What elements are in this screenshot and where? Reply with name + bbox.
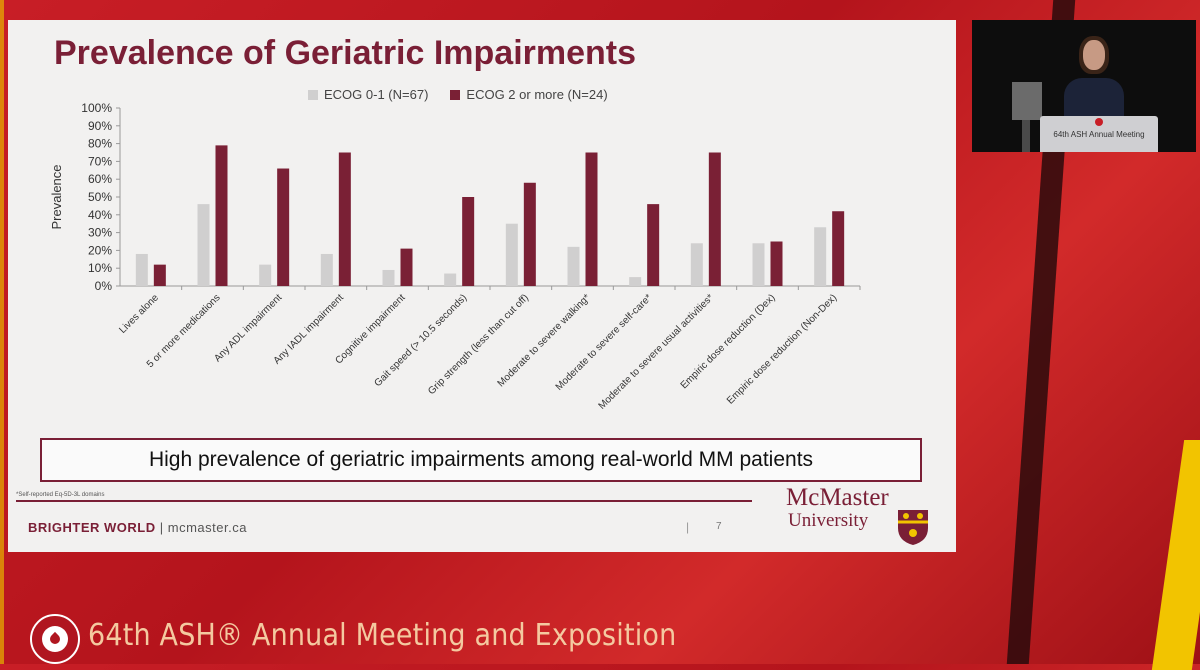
ash-seal-icon: [30, 614, 80, 664]
y-tick-label: 90%: [88, 119, 112, 133]
page-separator: |: [686, 520, 690, 534]
page-number: 7: [716, 521, 722, 532]
y-axis-title: Prevalence: [49, 164, 64, 229]
meeting-title: 64th ASH® Annual Meeting and Exposition: [88, 618, 677, 653]
legend-item-ecog2plus: ECOG 2 or more (N=24): [450, 87, 608, 102]
bar-ecog2plus: [153, 264, 166, 286]
presentation-slide: Prevalence of Geriatric Impairments ECOG…: [8, 20, 956, 552]
footer-separator: |: [159, 520, 164, 535]
key-message-box: High prevalence of geriatric impairments…: [40, 438, 922, 482]
key-message-text: High prevalence of geriatric impairments…: [148, 448, 814, 471]
bar-chart: 0% 10% 20% 30% 40% 50% 60% 70% 80% 90% 100% Prevale…: [49, 101, 861, 412]
bar-ecog2plus: [585, 152, 598, 286]
footer-brand-text: BRIGHTER WORLD: [28, 520, 156, 535]
university-crest-icon: [898, 510, 928, 545]
bar-ecog01: [505, 223, 518, 286]
bar-ecog2plus: [708, 152, 721, 286]
bar-ecog2plus: [523, 182, 536, 286]
bar-ecog01: [567, 246, 580, 286]
slide-title: Prevalence of Geriatric Impairments: [54, 34, 637, 72]
legend-label-ecog2plus: ECOG 2 or more (N=24): [466, 87, 608, 102]
bar-ecog01: [752, 243, 765, 286]
x-tick-label: Empiric dose reduction (Non-Dex): [725, 292, 839, 406]
monitor: [1012, 82, 1042, 120]
chart-legend: ECOG 0-1 (N=67) ECOG 2 or more (N=24): [308, 87, 608, 102]
bar-ecog01: [814, 227, 827, 286]
bar-ecog01: [135, 253, 148, 286]
x-tick-label: Lives alone: [117, 292, 161, 336]
podium-label: 64th ASH Annual Meeting: [1053, 130, 1145, 139]
bar-ecog2plus: [215, 145, 228, 286]
bar-ecog2plus: [277, 168, 290, 286]
x-tick-label: Cognitive impairment: [333, 292, 407, 366]
speaker-head: [1083, 40, 1105, 70]
legend-swatch-ecog2plus: [450, 89, 461, 100]
bar-ecog01: [382, 269, 395, 286]
background-stripe-left: [0, 0, 4, 664]
y-tick-label: 0%: [95, 279, 113, 293]
bar-ecog01: [197, 204, 210, 286]
bar-ecog2plus: [832, 211, 845, 286]
footer-brand: BRIGHTER WORLD | mcmaster.ca: [28, 520, 247, 535]
y-tick-label: 20%: [88, 243, 112, 257]
y-tick-label: 70%: [88, 154, 112, 168]
legend-item-ecog01: ECOG 0-1 (N=67): [308, 87, 428, 102]
speaker-video: 64th ASH Annual Meeting: [972, 20, 1196, 152]
legend-label-ecog01: ECOG 0-1 (N=67): [324, 87, 429, 102]
podium-logo-icon: [1095, 118, 1103, 126]
podium: 64th ASH Annual Meeting: [1040, 116, 1158, 152]
x-tick-label: Moderate to severe usual activities*: [597, 292, 716, 411]
y-tick-label: 10%: [88, 261, 112, 275]
y-tick-label: 50%: [88, 190, 112, 204]
legend-swatch-ecog01: [308, 89, 318, 100]
ash-seal-inner: [42, 626, 68, 652]
bar-ecog01: [444, 273, 457, 286]
logo-line1: McMaster: [786, 484, 889, 511]
footer-rule: [16, 500, 752, 502]
monitor-stand: [1022, 120, 1030, 152]
conference-banner: 64th ASH® Annual Meeting and Exposition: [0, 606, 1200, 664]
x-tick-label: Any ADL impairment: [212, 292, 284, 364]
mcmaster-logo: McMaster University: [786, 482, 936, 548]
footnote: *Self-reported Eq-5D-3L domains: [16, 492, 105, 498]
bar-ecog01: [629, 277, 642, 286]
x-tick-label: Grip strength (less than cut off): [426, 292, 531, 397]
bar-ecog01: [259, 264, 272, 286]
x-tick-label: Any IADL impairment: [272, 292, 346, 366]
y-tick-label: 30%: [88, 226, 112, 240]
bar-ecog2plus: [400, 248, 413, 286]
y-tick-label: 40%: [88, 208, 112, 222]
bar-ecog2plus: [770, 241, 783, 286]
y-tick-label: 60%: [88, 172, 112, 186]
speaker-body: [1064, 78, 1124, 118]
bar-ecog01: [320, 253, 333, 286]
bar-ecog2plus: [647, 204, 660, 286]
bar-ecog01: [690, 243, 703, 286]
logo-line2: University: [788, 510, 869, 531]
y-tick-label: 80%: [88, 137, 112, 151]
blood-drop-icon: [47, 631, 63, 647]
y-tick-label: 100%: [81, 101, 112, 115]
footer-site: mcmaster.ca: [167, 520, 247, 535]
bar-ecog2plus: [338, 152, 351, 286]
bar-ecog2plus: [462, 197, 475, 286]
